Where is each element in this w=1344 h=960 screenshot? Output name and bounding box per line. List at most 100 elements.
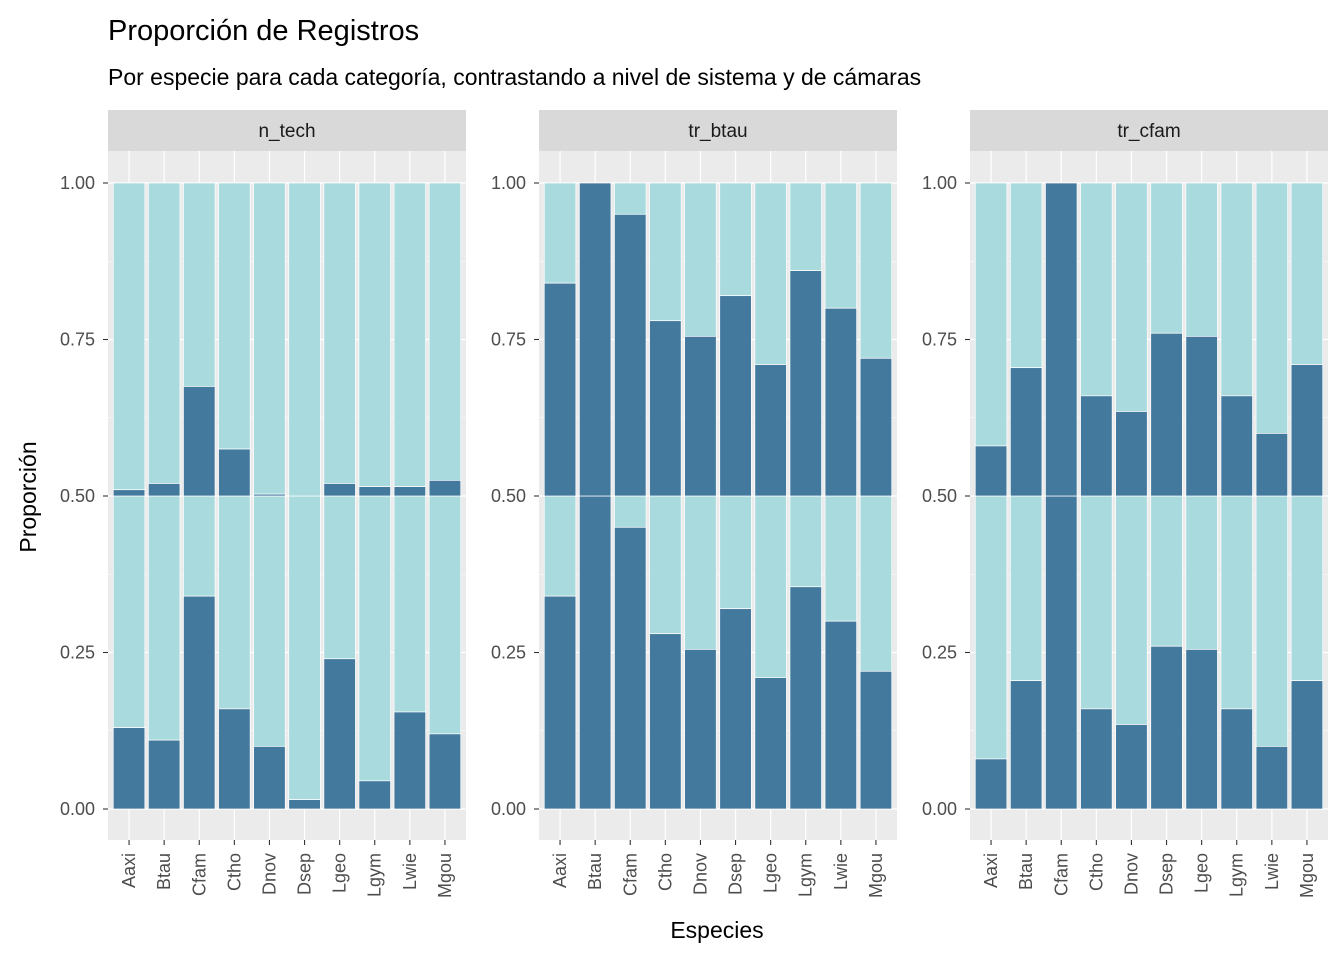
bar-upper-light — [614, 182, 647, 215]
bar-upper-dark — [859, 357, 893, 497]
bar-upper-dark — [428, 480, 462, 497]
bar-lower-dark — [428, 733, 462, 810]
x-tick-label: Lwie — [400, 853, 420, 890]
bar-lower-dark — [1185, 649, 1218, 810]
x-tick-label: Mgou — [435, 853, 455, 898]
x-tick-label: Cfam — [620, 853, 640, 896]
bar-lower-dark — [974, 758, 1008, 810]
bar-upper-dark — [358, 486, 391, 497]
bar-lower-light — [1290, 495, 1324, 682]
bar-lower-dark — [112, 727, 146, 810]
x-tick-label: Dnov — [1121, 853, 1141, 895]
x-tick-label: Ctho — [1086, 853, 1106, 891]
bar-lower-dark — [754, 677, 787, 810]
facet-strip-label: tr_btau — [688, 121, 747, 142]
bar-upper-light — [1220, 182, 1253, 397]
bar-lower-dark — [543, 595, 577, 810]
x-tick-label: Dnov — [259, 853, 279, 895]
bar-lower-light — [1010, 495, 1043, 682]
y-tick-label: 1.00 — [60, 173, 95, 193]
x-axis-title: Especies — [670, 917, 763, 943]
x-tick-label: Btau — [154, 853, 174, 890]
bar-lower-light — [253, 495, 286, 747]
bar-upper-dark — [1045, 182, 1078, 497]
bar-lower-light — [393, 495, 426, 713]
bar-upper-light — [649, 182, 682, 322]
bar-upper-light — [1290, 182, 1324, 365]
chart-subtitle: Por especie para cada categoría, contras… — [108, 64, 921, 90]
bar-lower-dark — [253, 746, 286, 810]
bar-lower-light — [789, 495, 822, 588]
bar-upper-light — [148, 182, 181, 484]
bar-lower-light — [218, 495, 251, 710]
bar-upper-light — [218, 182, 251, 450]
bar-lower-light — [1255, 495, 1288, 747]
panel-n-tech: n_tech 0.00 0.25 0.50 0.75 1.00 Aaxi Btau Cfam Ct… — [60, 110, 466, 898]
y-tick-label: 0.50 — [922, 486, 957, 506]
bar-upper-dark — [1185, 336, 1218, 497]
bar-upper-light — [1115, 182, 1148, 412]
x-tick-label: Lgeo — [761, 853, 781, 893]
bar-upper-dark — [112, 489, 146, 497]
bar-upper-light — [719, 182, 752, 297]
x-tick-label: Btau — [585, 853, 605, 890]
facet-strip — [539, 110, 897, 151]
x-tick-label: Lwie — [1262, 853, 1282, 890]
bar-upper-light — [1185, 182, 1218, 337]
bar-lower-light — [719, 495, 752, 610]
x-tick-label: Dsep — [1157, 853, 1177, 895]
bar-lower-light — [358, 495, 391, 782]
x-tick-label: Lgym — [1227, 853, 1247, 897]
x-tick-label: Aaxi — [119, 853, 139, 888]
y-tick-label: 0.25 — [491, 643, 526, 663]
bar-lower-light — [1115, 495, 1148, 725]
bar-upper-dark — [1150, 332, 1183, 497]
bar-upper-dark — [614, 213, 647, 497]
y-tick-label: 0.75 — [60, 330, 95, 350]
bar-lower-light — [684, 495, 717, 650]
bar-lower-dark — [859, 670, 893, 810]
x-tick-label: Dsep — [726, 853, 746, 895]
bar-lower-light — [1150, 495, 1183, 647]
bar-upper-light — [974, 182, 1008, 447]
x-tick-label: Ctho — [224, 853, 244, 891]
bar-upper-dark — [684, 336, 717, 497]
bar-upper-dark — [253, 493, 286, 497]
bar-upper-light — [323, 182, 356, 484]
y-tick-label: 0.50 — [491, 486, 526, 506]
bar-upper-dark — [183, 386, 216, 497]
bar-lower-dark — [649, 633, 682, 810]
bar-lower-dark — [684, 649, 717, 810]
bar-lower-light — [288, 495, 321, 800]
y-tick-label: 0.75 — [922, 330, 957, 350]
bar-upper-light — [543, 182, 577, 284]
bar-upper-dark — [1010, 367, 1043, 497]
x-tick-label: Mgou — [1297, 853, 1317, 898]
bar-lower-light — [614, 495, 647, 528]
y-tick-label: 0.25 — [60, 643, 95, 663]
bar-lower-dark — [1115, 724, 1148, 810]
y-tick-label: 0.00 — [491, 799, 526, 819]
x-tick-label: Lwie — [831, 853, 851, 890]
y-tick-label: 0.00 — [60, 799, 95, 819]
y-tick-label: 1.00 — [922, 173, 957, 193]
bar-upper-light — [288, 182, 321, 497]
bar-upper-light — [358, 182, 391, 487]
bar-upper-light — [1080, 182, 1113, 397]
bar-lower-dark — [1255, 746, 1288, 810]
x-tick-label: Lgeo — [1192, 853, 1212, 893]
bar-upper-light — [253, 182, 286, 495]
bar-lower-dark — [614, 526, 647, 810]
bar-lower-dark — [393, 711, 426, 810]
bar-upper-light — [789, 182, 822, 271]
panel-tr-cfam: tr_cfam 0.00 0.25 0.50 0.75 1.00 Aaxi Btau Cfam C… — [922, 110, 1328, 898]
bar-upper-dark — [1115, 411, 1148, 497]
bar-upper-dark — [218, 448, 251, 497]
bar-lower-dark — [824, 620, 857, 810]
bar-upper-dark — [1080, 395, 1113, 497]
bar-lower-dark — [1010, 680, 1043, 810]
bar-lower-light — [1220, 495, 1253, 710]
bar-upper-light — [112, 182, 146, 491]
facet-strip-label: tr_cfam — [1117, 121, 1180, 142]
bar-upper-light — [1150, 182, 1183, 334]
